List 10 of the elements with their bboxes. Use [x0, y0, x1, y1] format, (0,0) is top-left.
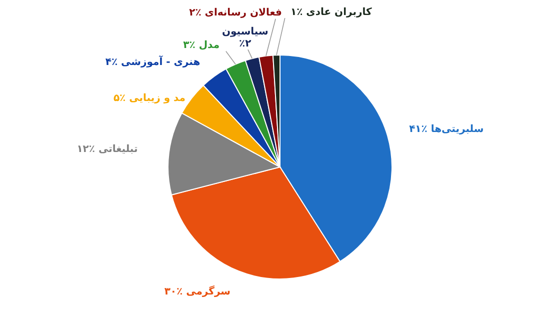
slice-label: مدل ٪۳	[183, 40, 220, 51]
slice-label: کاربران عادی ٪۱	[290, 6, 372, 18]
slice-label: فعالان رسانه‌ای ٪۲	[189, 8, 282, 19]
slice-label: تبلیغاتی ٪۱۲	[76, 144, 138, 155]
slice-label: مد و زیبایی ٪۵	[113, 93, 186, 104]
slice-label: سلبریتی‌ها ٪۴۱	[409, 124, 484, 136]
data-label: ٪۲	[239, 38, 252, 50]
slice-label: سیاسیون	[222, 26, 268, 38]
slice-label: هنری - آموزشی ٪۴	[105, 55, 200, 68]
slice-label: سرگرمی ٪۳۰	[164, 284, 231, 298]
